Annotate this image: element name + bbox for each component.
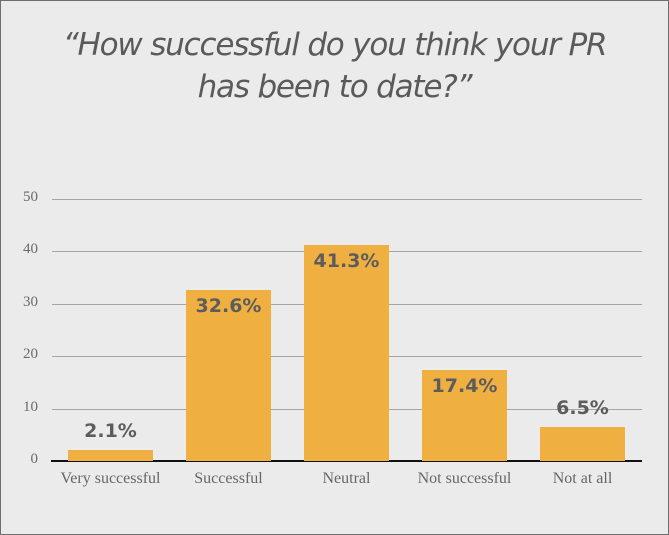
data-label: 2.1% — [84, 419, 137, 442]
x-category-label: Very successful — [60, 470, 161, 487]
x-axis-line — [51, 460, 642, 462]
y-tick-label: 0 — [30, 451, 39, 467]
bar — [186, 290, 271, 461]
y-tick-label: 30 — [23, 294, 38, 310]
data-label: 41.3% — [313, 249, 380, 272]
x-category-label: Successful — [194, 470, 263, 487]
chart-title-line-2: has been to date?” — [197, 69, 473, 105]
y-tick-label: 40 — [23, 241, 38, 257]
data-label: 32.6% — [195, 295, 262, 318]
bar — [304, 244, 389, 461]
y-tick-label: 50 — [23, 189, 38, 205]
chart-title: “How successful do you think your PR has… — [0, 24, 669, 108]
x-category-label: Not successful — [417, 470, 512, 487]
data-label: 17.4% — [431, 374, 498, 397]
bar — [422, 369, 507, 461]
y-tick-label: 10 — [23, 399, 38, 415]
gridline — [52, 199, 642, 200]
bar — [68, 449, 153, 461]
x-category-label: Neutral — [322, 470, 371, 487]
bar — [540, 426, 625, 461]
x-category-label: Not at all — [552, 470, 613, 487]
data-label: 6.5% — [556, 396, 609, 419]
y-tick-label: 20 — [23, 346, 38, 362]
chart-title-line-1: “How successful do you think your PR — [62, 27, 608, 63]
